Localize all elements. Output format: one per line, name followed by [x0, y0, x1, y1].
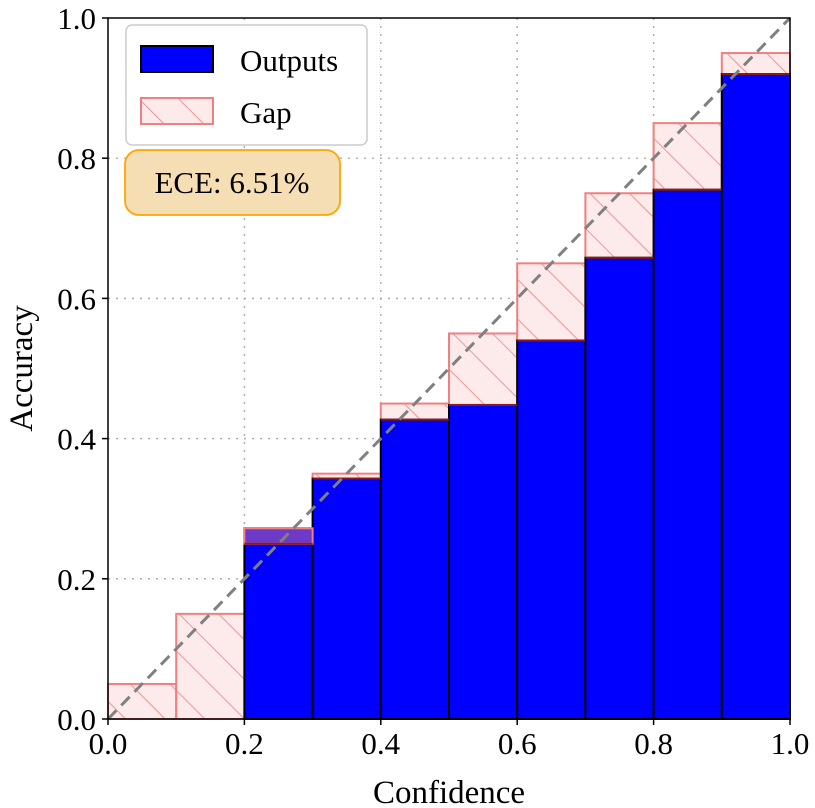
x-tick-label: 0.0	[89, 726, 128, 761]
x-axis-label: Confidence	[373, 775, 525, 808]
y-tick-label: 0.2	[57, 562, 96, 597]
output-bar	[311, 477, 382, 720]
y-tick-label: 0.0	[57, 702, 96, 737]
y-tick-label: 0.6	[57, 281, 96, 316]
gap-bar	[107, 682, 178, 721]
x-tick-label: 1.0	[771, 726, 810, 761]
legend-label-outputs: Outputs	[240, 43, 338, 78]
gap-bar	[175, 612, 246, 720]
ece-annotation: ECE: 6.51%	[124, 149, 341, 216]
plot-frame	[107, 17, 791, 720]
y-tick-label: 1.0	[57, 1, 96, 36]
y-axis-label: Accuracy	[4, 305, 40, 432]
ece-badge	[124, 149, 341, 216]
output-bar	[584, 256, 655, 720]
y-tick-label: 0.8	[57, 141, 96, 176]
y-tick-label: 0.4	[57, 422, 96, 457]
legend-label-gap: Gap	[240, 95, 292, 130]
legend-swatch-gap	[140, 97, 214, 125]
legend-swatch-outputs	[140, 45, 214, 73]
axis-ticks: 0.0 0.2 0.4 0.6 0.8 1.0 0.0 0.2 0.4 0.6 0.8 1.0	[57, 1, 809, 761]
output-bar	[652, 188, 723, 720]
reference-line-group	[106, 16, 792, 721]
output-bar	[379, 418, 450, 720]
x-tick-label: 0.2	[225, 726, 264, 761]
output-bar	[516, 339, 587, 720]
reference-diagonal-line	[106, 16, 792, 721]
ece-text: ECE: 6.51%	[155, 165, 310, 200]
x-tick-label: 0.8	[634, 726, 673, 761]
x-tick-label: 0.4	[361, 726, 400, 761]
output-bar	[243, 527, 314, 720]
gap-overlap-band	[243, 527, 314, 545]
output-bar	[448, 403, 519, 720]
legend: Outputs Gap	[125, 24, 368, 146]
x-tick-label: 0.6	[498, 726, 537, 761]
output-bars	[243, 73, 791, 720]
output-bar	[720, 73, 791, 720]
